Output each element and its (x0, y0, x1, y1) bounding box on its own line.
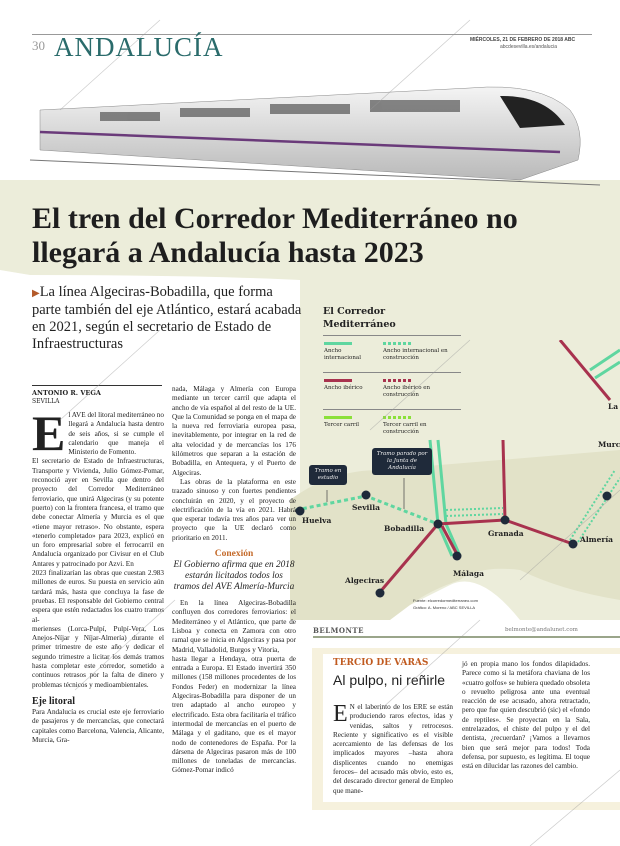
subheading: Eje litoral (32, 695, 76, 707)
map-source: Fuente: elcorredormediterraneo.com Gráfic… (413, 598, 478, 610)
rail-international-bobadilla (428, 439, 462, 557)
column-author-email[interactable]: belmonte@andalunet.com (505, 627, 578, 633)
legend-item: Ancho ibérico (324, 379, 376, 392)
article-column-1: E l AVE del litoral mediterráneo no lleg… (32, 405, 164, 745)
city-label-malaga: Málaga (453, 569, 484, 578)
callout-tramo-parado: Tramo parado por la Junta de Andalucía (372, 448, 432, 475)
page-number: 30 (32, 38, 45, 53)
byline-rule (32, 385, 162, 386)
legend-item: Tercer carril (324, 416, 376, 429)
legend-divider (323, 335, 461, 336)
legend-item: Ancho internacional (324, 342, 376, 361)
city-dot-murcia (602, 491, 612, 501)
city-label-bobadilla: Bobadilla (384, 524, 425, 533)
body-text: En la línea Algeciras-Bobadilla confluye… (172, 599, 296, 654)
header-rule (32, 34, 592, 35)
city-dot-algeciras (375, 588, 385, 598)
rail-granada-north (501, 439, 507, 521)
deck-text: La línea Algeciras-Bobadilla, que forma … (32, 284, 302, 352)
legend-divider (323, 372, 461, 373)
city-dot-almeria (568, 539, 578, 549)
map-title: El Corredor Mediterráneo (323, 306, 396, 330)
city-label-almeria: Almería (580, 535, 614, 544)
column-drop-cap: E (333, 701, 348, 727)
bullet-triangle-icon: ▶ (32, 288, 40, 299)
article-headline: El tren del Corredor Mediterráneo no lle… (32, 202, 518, 269)
body-text: 2023 finalizarían las obras que cuestan … (32, 569, 164, 624)
body-text: merienses (Lorca-Pulpí, Pulpí-Vera, Los … (32, 624, 164, 689)
dateline-city: SEVILLA (32, 398, 60, 405)
city-dot-granada (500, 515, 510, 525)
drop-cap: E (32, 405, 66, 461)
column-text: jó en propia mano los fondos dilapidados… (462, 660, 590, 771)
column-divider (313, 636, 620, 638)
rail-malaga (440, 525, 460, 557)
column-author: BELMONTE (313, 626, 364, 635)
body-text: Las obras de la plataforma en este traza… (172, 477, 296, 542)
column-title: Al pulpo, ni reñirle (333, 672, 446, 688)
body-text: nada, Málaga y Almería con Europa median… (172, 385, 296, 477)
pull-quote-kicker: Conexión (214, 549, 254, 560)
city-dot-sevilla (361, 490, 371, 500)
train-photo (29, 86, 601, 186)
legend-divider (323, 409, 461, 410)
legend-item: Tercer carril en construcción (383, 416, 463, 435)
pull-quote-text: El Gobierno afirma que en 2018 estarán l… (173, 560, 295, 593)
rail-almeria-murcia-construction (569, 469, 620, 543)
city-dot-bobadilla (433, 519, 443, 529)
issue-date: MIÉRCOLES, 21 DE FEBRERO DE 2018 ABC (470, 37, 576, 43)
city-dot-malaga (452, 551, 462, 561)
article-column-2: nada, Málaga y Almería con Europa median… (172, 385, 296, 776)
column-text: N el laberinto de los ERE se están produ… (333, 703, 453, 795)
body-text: hasta llegar a Hendaya, otra puerta de e… (172, 654, 296, 775)
section-url: abcdesevilla.es/andalucia (500, 44, 557, 50)
article-deck: ▶La línea Algeciras-Bobadilla, que forma… (32, 284, 302, 353)
column-kicker: TERCIO DE VARAS (333, 658, 429, 668)
city-label-huelva: Huelva (302, 516, 332, 525)
pull-quote: Conexión El Gobierno afirma que en 2018 … (172, 549, 296, 593)
city-dot-huelva (295, 506, 305, 516)
city-label-algeciras: Algeciras (345, 576, 385, 585)
body-text: El secretario de Estado de Infraestructu… (32, 457, 164, 568)
section-title: ANDALUCÍA (54, 32, 224, 62)
rail-coast (589, 348, 620, 380)
legend-item: Ancho internacional en construcción (383, 342, 463, 361)
rail-bobadilla-granada-construction (445, 507, 504, 517)
legend-item: Ancho ibérico en construcción (383, 379, 463, 398)
city-label-granada: Granada (488, 529, 524, 538)
city-label-sevilla: Sevilla (352, 503, 380, 512)
byline: ANTONIO R. VEGA (32, 389, 101, 397)
body-text: Para Andalucía es crucial este eje ferro… (32, 707, 164, 744)
callout-tramo-estudio: Tramo en estudio (309, 465, 347, 485)
city-label-partial: La (608, 402, 619, 411)
rail-north-east (558, 340, 612, 401)
city-label-murcia: Murc (598, 440, 620, 449)
